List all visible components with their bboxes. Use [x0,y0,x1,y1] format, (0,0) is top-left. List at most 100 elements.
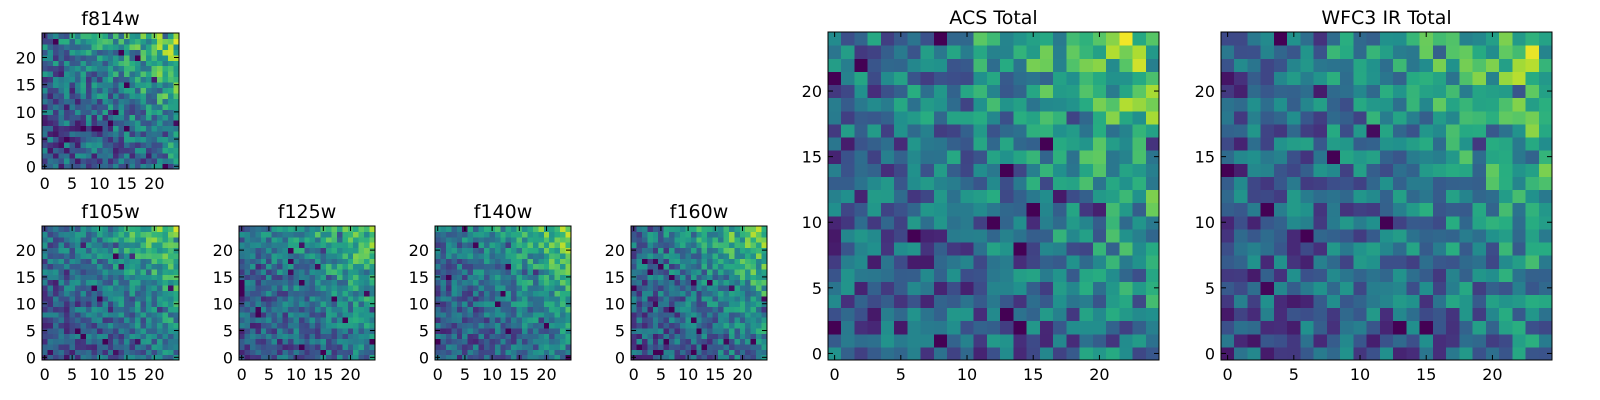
heatmap-cell [151,247,158,254]
heatmap-cell [315,242,322,249]
heatmap-cell [1221,294,1235,309]
heatmap-cell [320,317,327,324]
heatmap-cell [151,301,158,307]
heatmap-cell [1066,176,1081,191]
heatmap-cell [298,268,305,275]
heatmap-cell [1393,176,1407,191]
heatmap-cell [1273,71,1288,86]
heatmap-cell [287,311,294,318]
heatmap-cell [69,109,76,116]
heatmap-cell [522,343,529,350]
heatmap-cell [527,301,534,307]
heatmap-cell [1472,45,1487,59]
heatmap-cell [1221,136,1235,151]
heatmap-cell [102,295,109,302]
heatmap-cell [1273,45,1288,59]
heatmap-cell [973,202,988,217]
heatmap-cell [1538,110,1553,125]
heatmap-cell [113,226,120,232]
heatmap-cell [63,136,70,143]
heatmap-cell [669,322,676,329]
heatmap-cell [1119,333,1134,348]
heatmap-cell [652,290,659,297]
heatmap-cell [74,147,81,154]
heatmap-cell [516,258,523,265]
heatmap-cell [69,343,76,350]
heatmap-cell [880,97,895,112]
heatmap-cell [42,284,49,291]
heatmap-cell [1525,228,1540,243]
heatmap-cell [1145,228,1160,243]
heatmap-cell [631,252,638,259]
heatmap-cell [1340,163,1354,177]
heatmap-cell [1313,268,1328,282]
heatmap-cell [1000,71,1014,86]
heatmap-cell [739,290,746,297]
heatmap-cell [63,87,70,94]
heatmap-cell [1525,71,1540,86]
heatmap-cell [135,43,142,50]
heatmap-cell [674,322,681,329]
heatmap-cell [723,268,730,275]
heatmap-cell [146,242,153,249]
heatmap-cell [244,322,251,329]
heatmap-cell [739,279,746,286]
heatmap-cell [435,231,442,238]
heatmap-cell [445,263,452,270]
heatmap-cell [1472,281,1487,295]
heatmap-cell [118,65,125,72]
heatmap-cell [58,327,65,334]
heatmap-cell [483,306,490,313]
heatmap-cell [560,343,567,350]
heatmap-cell [271,242,278,249]
heatmap-cell [282,343,289,350]
heatmap-cell [761,311,768,318]
heatmap-cell [47,109,54,116]
heatmap-cell [91,38,98,45]
heatmap-cell [1419,32,1434,46]
heatmap-cell [560,306,567,313]
heatmap-cell [151,76,158,83]
heatmap-cell [527,263,534,270]
heatmap-cell [907,228,922,243]
heatmap-cell [723,236,730,243]
heatmap-cell [674,236,681,243]
heatmap-cell [718,311,725,318]
heatmap-cell [828,71,842,86]
heatmap-cell [347,279,354,286]
heatmap-cell [478,343,485,350]
heatmap-cell [745,247,752,254]
heatmap-cell [244,306,251,313]
heatmap-cell [907,281,922,295]
heatmap-cell [1406,58,1421,72]
heatmap-cell [157,98,164,105]
heatmap-cell [478,226,485,232]
heatmap-cell [1499,241,1513,256]
heatmap-cell [543,279,550,286]
heatmap-cell [309,258,316,265]
heatmap-cell [173,43,180,50]
heatmap-cell [723,258,730,265]
heatmap-cell [960,255,975,269]
heatmap-cell [118,279,125,286]
heatmap-cell [750,343,757,350]
heatmap-cell [47,130,54,137]
heatmap-cell [669,343,676,350]
heatmap-cell [347,349,354,356]
heatmap-cell [828,307,842,322]
heatmap-cell [358,338,365,345]
heatmap-cell [102,49,109,56]
heatmap-cell [282,354,289,361]
heatmap-cell [309,317,316,324]
heatmap-cell [320,290,327,297]
heatmap-cell [1340,228,1354,243]
heatmap-cell [140,81,147,88]
heatmap-cell [47,65,54,72]
heatmap-cell [315,247,322,254]
heatmap-cell [920,136,935,151]
heatmap-cell [658,263,665,270]
heatmap-cell [867,110,882,125]
heatmap-cell [723,231,730,238]
heatmap-cell [135,87,142,94]
heatmap-cell [1485,84,1500,99]
